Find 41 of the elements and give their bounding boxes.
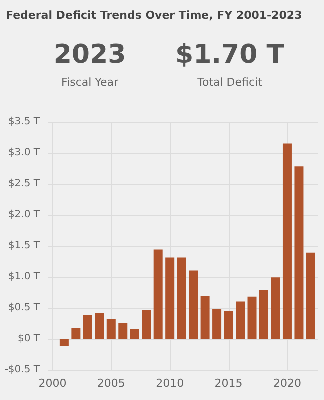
bar (72, 328, 81, 339)
bar (95, 312, 104, 339)
y-tick-label: $3.0 T (8, 148, 41, 158)
y-tick-label: $0 T (18, 334, 41, 344)
bar (200, 296, 210, 339)
bar (166, 258, 175, 339)
bar (282, 144, 292, 339)
bar (224, 311, 234, 339)
bar (118, 324, 128, 339)
bar (142, 310, 152, 339)
y-tick-label: $0.5 T (8, 302, 41, 314)
bar (106, 319, 116, 339)
y-tick-label: -$0.5 T (4, 364, 41, 376)
x-tick-label: 2020 (273, 377, 302, 390)
y-tick-label: $3.5 T (8, 116, 41, 128)
x-tick-label: 2010 (156, 377, 184, 390)
bar (294, 166, 304, 339)
bar (177, 258, 186, 339)
chart-title: Federal Deficit Trends Over Time, FY 2001-2023 (6, 9, 302, 22)
bar (83, 315, 92, 339)
x-tick-label: 2015 (214, 377, 243, 390)
bar (60, 339, 69, 346)
x-tick-label: 2000 (38, 377, 67, 390)
bar (248, 296, 257, 339)
text: Total Deficit (196, 76, 264, 89)
bar (260, 290, 268, 339)
bar (189, 270, 198, 339)
x-tick-label: 2005 (97, 377, 126, 390)
text: Fiscal Year (62, 76, 119, 89)
bar (212, 309, 222, 339)
text: 2023 (54, 40, 126, 70)
bar (271, 278, 280, 339)
bar (130, 329, 140, 339)
y-tick-label: $1.5 T (8, 240, 41, 252)
bar (154, 250, 163, 339)
y-tick-label: $2.5 T (8, 178, 41, 190)
text: $1.70 T (175, 40, 285, 70)
y-tick-label: $1.0 T (8, 272, 41, 282)
bar (236, 302, 246, 339)
bar (306, 252, 316, 339)
y-tick-label: $2.0 T (8, 210, 41, 220)
